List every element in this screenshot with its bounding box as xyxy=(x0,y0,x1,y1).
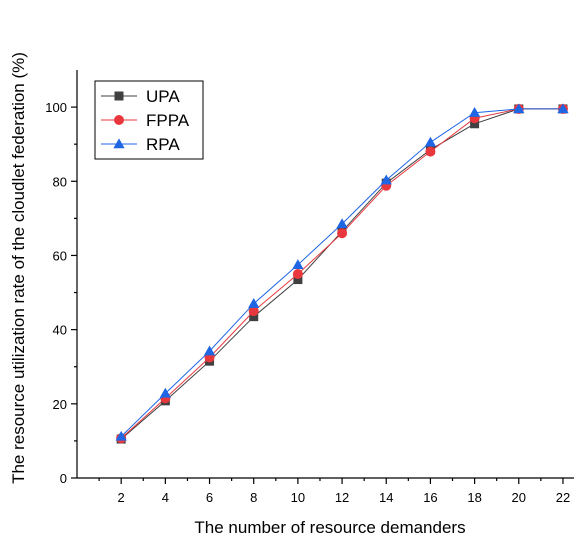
x-tick-label: 2 xyxy=(118,490,125,505)
data-point-rpa xyxy=(424,136,437,147)
data-point-fppa xyxy=(425,146,436,157)
data-point-rpa xyxy=(159,387,171,398)
x-tick-label: 20 xyxy=(512,490,526,505)
x-tick-label: 14 xyxy=(379,490,393,505)
data-point-rpa xyxy=(248,298,260,308)
y-tick-label: 100 xyxy=(45,100,67,115)
series-layer xyxy=(115,103,569,444)
legend: UPA FPPA RPA xyxy=(94,80,204,160)
y-axis-title: The resource utilization rate of the clo… xyxy=(9,52,28,484)
x-axis-ticks: 2 4 6 8 10 12 14 16 18 20 22 xyxy=(98,478,570,505)
x-tick-label: 8 xyxy=(250,490,257,505)
legend-item-upa: UPA xyxy=(101,87,180,106)
data-point-fppa xyxy=(292,269,303,279)
legend-label-fppa: FPPA xyxy=(146,111,190,130)
legend-item-rpa: RPA xyxy=(101,135,180,154)
y-tick-label: 80 xyxy=(53,174,67,189)
legend-label-rpa: RPA xyxy=(146,135,180,154)
data-point-rpa xyxy=(513,103,525,114)
data-point-fppa xyxy=(248,306,259,317)
data-point-upa xyxy=(293,275,303,285)
data-point-fppa xyxy=(337,228,348,239)
data-point-rpa xyxy=(557,103,569,114)
x-axis-title: The number of resource demanders xyxy=(194,518,465,537)
data-point-rpa xyxy=(380,174,392,185)
legend-marker-rpa xyxy=(113,138,125,149)
data-point-rpa xyxy=(468,107,481,117)
data-point-rpa xyxy=(336,218,348,229)
x-tick-label: 16 xyxy=(423,490,437,505)
legend-items: UPA FPPA RPA xyxy=(101,87,190,154)
x-tick-label: 12 xyxy=(335,490,349,505)
series-rpa xyxy=(115,103,569,441)
data-point-rpa xyxy=(292,259,304,269)
legend-marker-fppa xyxy=(114,115,124,125)
data-point-rpa xyxy=(203,345,216,356)
x-tick-label: 22 xyxy=(556,490,570,505)
legend-label-upa: UPA xyxy=(146,87,180,106)
legend-item-fppa: FPPA xyxy=(101,111,190,130)
y-tick-label: 20 xyxy=(53,397,67,412)
data-point-rpa xyxy=(115,430,127,441)
y-tick-label: 60 xyxy=(53,248,67,263)
data-point-upa xyxy=(470,119,480,129)
axes xyxy=(76,70,574,479)
x-tick-label: 18 xyxy=(467,490,481,505)
y-tick-label: 40 xyxy=(53,323,67,338)
legend-marker-upa xyxy=(114,91,124,101)
y-axis-ticks: 0 20 40 60 80 100 xyxy=(45,100,77,486)
data-point-upa xyxy=(249,312,259,322)
x-tick-label: 4 xyxy=(162,490,169,505)
x-tick-label: 6 xyxy=(206,490,213,505)
y-tick-label: 0 xyxy=(60,471,67,486)
x-tick-label: 10 xyxy=(291,490,305,505)
